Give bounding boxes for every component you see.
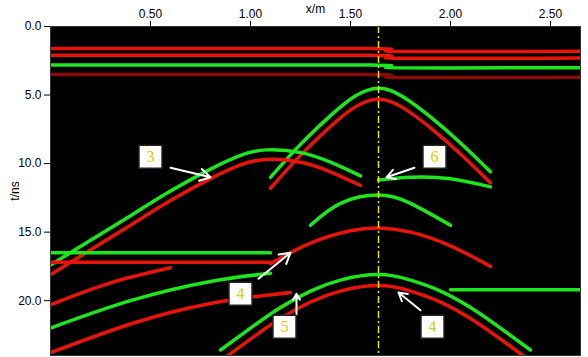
svg-text:2.00: 2.00 (439, 7, 463, 21)
svg-text:5.0: 5.0 (25, 88, 42, 102)
svg-text:x/m: x/m (306, 2, 325, 16)
svg-text:20.0: 20.0 (18, 294, 42, 308)
svg-text:t/ns: t/ns (8, 181, 22, 200)
svg-text:15.0: 15.0 (18, 225, 42, 239)
svg-text:2.50: 2.50 (539, 7, 563, 21)
svg-text:0.0: 0.0 (25, 19, 42, 33)
svg-text:1.00: 1.00 (239, 7, 263, 21)
svg-text:1.50: 1.50 (339, 7, 363, 21)
svg-text:5: 5 (281, 318, 289, 335)
svg-text:10.0: 10.0 (18, 156, 42, 170)
svg-text:4: 4 (429, 318, 437, 335)
svg-text:6: 6 (431, 148, 439, 165)
svg-text:4: 4 (237, 285, 245, 302)
svg-text:3: 3 (147, 148, 155, 165)
svg-text:0.50: 0.50 (139, 7, 163, 21)
